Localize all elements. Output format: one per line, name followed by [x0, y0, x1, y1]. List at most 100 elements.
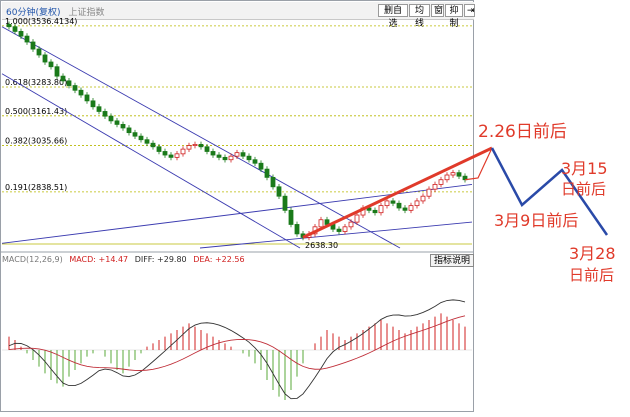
- candle-body: [192, 144, 198, 146]
- candle-body: [450, 172, 456, 176]
- candle-body: [60, 75, 66, 82]
- window-button[interactable]: 窗: [431, 4, 444, 17]
- annotation-mar15-line2: 日前后: [561, 180, 607, 198]
- candle-body: [426, 188, 432, 197]
- diff-line: [8, 299, 466, 400]
- chart-window: 60分钟(复权) 上证指数 删自选 均线 窗 抑制 ⇥: [0, 0, 475, 412]
- projected-path-line: [490, 147, 609, 236]
- candle-body: [72, 85, 78, 91]
- candle-body: [6, 23, 12, 28]
- candle-body: [18, 31, 24, 37]
- candle-body: [390, 200, 396, 204]
- candle-body: [42, 54, 48, 63]
- candle-body: [210, 151, 216, 156]
- candle-body: [162, 151, 168, 156]
- fib-label: 0.500(3161.43): [5, 107, 67, 116]
- candle-body: [36, 48, 42, 56]
- candle-body: [318, 219, 324, 228]
- annotation-mar9: 3月9日前后: [494, 211, 579, 230]
- candle-body: [444, 174, 450, 181]
- candle-body: [30, 41, 36, 50]
- candle-body: [132, 132, 138, 137]
- candle-body: [438, 179, 444, 185]
- candle-body: [264, 168, 270, 178]
- candle-body: [294, 224, 300, 235]
- candle-body: [204, 146, 210, 152]
- candle-body: [78, 89, 84, 96]
- chart-title: 60分钟(复权) 上证指数: [6, 5, 105, 18]
- candle-body: [276, 186, 282, 197]
- candle-body: [228, 155, 234, 161]
- fib-label: 0.191(2838.51): [5, 183, 67, 192]
- candle-body: [432, 184, 438, 190]
- candle-body: [246, 155, 252, 161]
- suppress-button[interactable]: 抑制: [445, 4, 463, 29]
- fib-label: 0.382(3035.66): [5, 136, 67, 145]
- candle-body: [102, 111, 108, 117]
- dea-line: [8, 315, 466, 371]
- candle-body: [396, 202, 402, 209]
- candle-body: [366, 207, 372, 211]
- candle-body: [234, 152, 240, 157]
- candle-body: [126, 127, 132, 134]
- candle-body: [168, 154, 174, 158]
- candle-body: [186, 145, 192, 150]
- macd-value: MACD: +14.47: [69, 255, 129, 264]
- candle-body: [252, 159, 258, 164]
- diff-value: DIFF: +29.80: [134, 255, 187, 264]
- indicator-help-button[interactable]: 指标说明: [430, 254, 475, 267]
- dea-value: DEA: +22.56: [193, 255, 245, 264]
- candle-body: [156, 146, 162, 152]
- candle-body: [240, 152, 246, 157]
- candle-body: [54, 66, 60, 77]
- candle-body: [282, 195, 288, 211]
- candle-body: [336, 228, 342, 232]
- candle-body: [414, 200, 420, 207]
- candle-body: [378, 205, 384, 214]
- annotation-mar28-line1: 3月28: [569, 244, 616, 263]
- trend-projection-line: [302, 146, 493, 239]
- macd-legend-title: MACD(12,26,9): [2, 255, 63, 264]
- candle-body: [408, 205, 414, 211]
- candle-body: [96, 106, 102, 112]
- candle-body: [120, 124, 126, 129]
- moving-average-button[interactable]: 均线: [409, 4, 430, 29]
- candle-body: [354, 214, 360, 223]
- low-price-label: 2638.30: [305, 241, 338, 250]
- macd-legend: MACD(12,26,9) MACD: +14.47 DIFF: +29.80 …: [2, 255, 249, 264]
- candle-body: [108, 115, 114, 122]
- candle-body: [198, 144, 204, 148]
- expand-icon[interactable]: ⇥: [464, 4, 475, 17]
- candle-body: [66, 80, 72, 86]
- candle-body: [150, 142, 156, 148]
- channel-upper-line: [1, 26, 401, 249]
- candle-body: [138, 135, 144, 141]
- trend-link-line: [464, 147, 493, 181]
- candle-body: [12, 26, 18, 32]
- candle-body: [348, 221, 354, 228]
- candle-body: [456, 172, 462, 177]
- candle-body: [258, 162, 264, 170]
- candle-body: [402, 207, 408, 211]
- candle-body: [372, 209, 378, 214]
- candle-body: [144, 139, 150, 144]
- annotation-peak: 2.26日前后: [478, 122, 567, 142]
- candle-body: [216, 154, 222, 158]
- candle-body: [90, 100, 96, 108]
- chart-index-label: 上证指数: [68, 8, 105, 18]
- annotation-mar15-line1: 3月15: [561, 159, 608, 178]
- channel-lower-line: [1, 73, 301, 249]
- fib-label: 0.618(3283.80): [5, 78, 67, 87]
- candle-body: [84, 94, 90, 102]
- candle-body: [174, 153, 180, 158]
- candle-body: [180, 148, 186, 155]
- remove-watchlist-button[interactable]: 删自选: [378, 4, 408, 29]
- candle-body: [342, 226, 348, 232]
- candle-body: [114, 120, 120, 125]
- annotation-mar28-line2: 日前后: [569, 266, 615, 284]
- chart-period-label: 60分钟(复权): [6, 8, 61, 18]
- candle-body: [288, 209, 294, 225]
- candle-body: [48, 61, 54, 68]
- candle-body: [270, 176, 276, 188]
